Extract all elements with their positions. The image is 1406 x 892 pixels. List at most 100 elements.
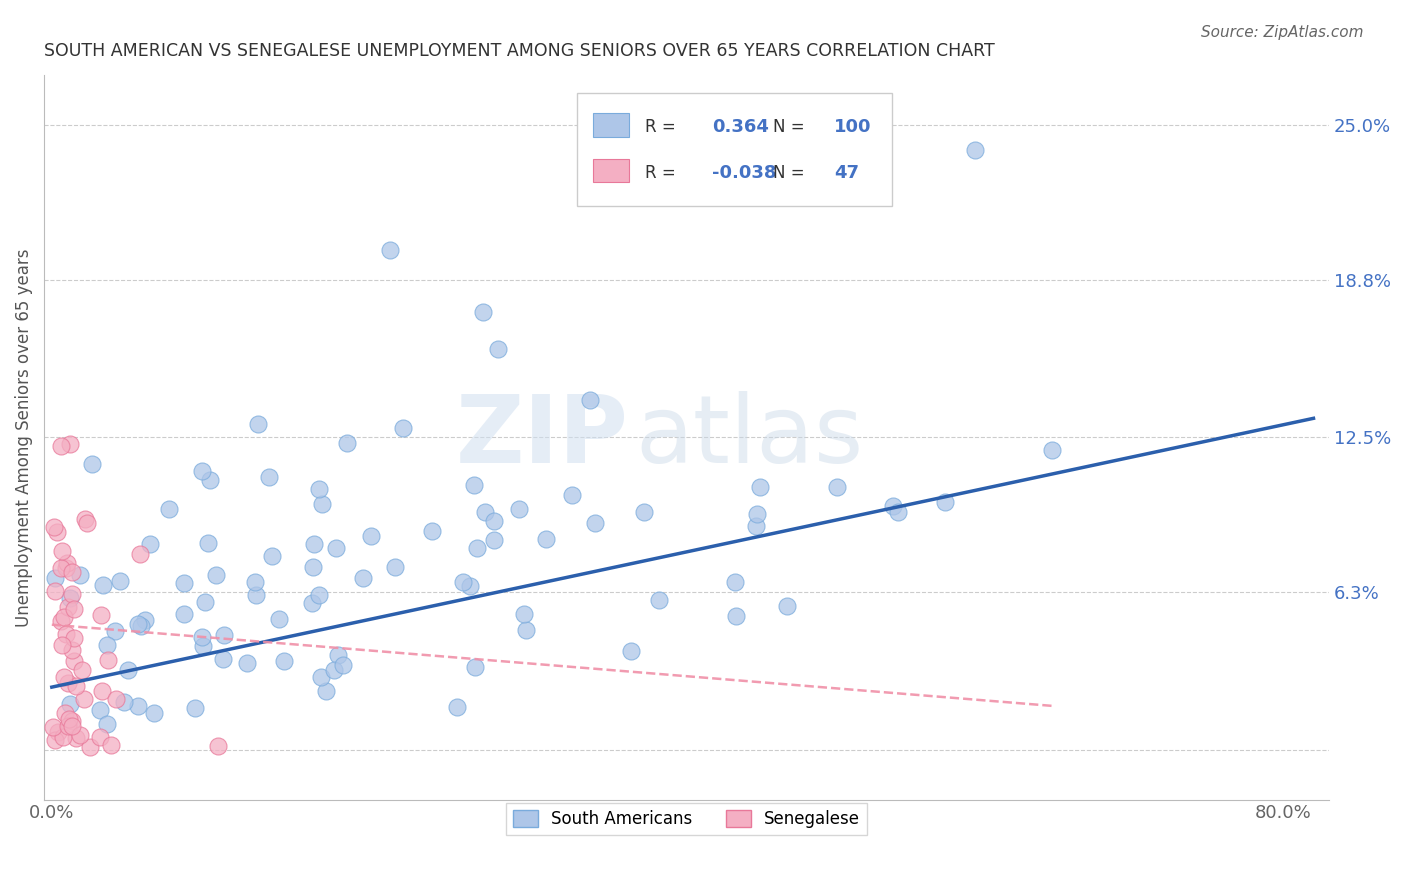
Point: [534, 533, 557, 547]
Point: [59, 697, 82, 711]
Point: [62, 565, 84, 579]
Point: [311, 497, 333, 511]
FancyBboxPatch shape: [593, 113, 628, 136]
Point: [100, 739, 122, 753]
Y-axis label: Unemployment Among Seniors over 65 years: Unemployment Among Seniors over 65 years: [15, 248, 32, 626]
Point: [302, 537, 325, 551]
Point: [474, 505, 496, 519]
Point: [648, 592, 671, 607]
Text: 100: 100: [834, 119, 872, 136]
Point: [56, 556, 79, 570]
Point: [58, 675, 80, 690]
Point: [745, 508, 768, 522]
Point: [46, 724, 69, 739]
Point: [197, 536, 219, 550]
Point: [51, 439, 73, 453]
Point: [512, 607, 534, 622]
Point: [464, 660, 486, 674]
Point: [336, 435, 359, 450]
Point: [96, 638, 118, 652]
Text: atlas: atlas: [636, 392, 863, 483]
Text: ZIP: ZIP: [456, 392, 628, 483]
Point: [104, 691, 127, 706]
Point: [63, 601, 86, 615]
Point: [80, 458, 103, 472]
Point: [51, 638, 73, 652]
Point: [42, 520, 65, 534]
Point: [212, 628, 235, 642]
Text: 0.364: 0.364: [713, 119, 769, 136]
Point: [60, 643, 83, 657]
Text: N =: N =: [772, 119, 810, 136]
Text: 47: 47: [834, 164, 859, 182]
Point: [184, 700, 207, 714]
Point: [173, 607, 195, 622]
Point: [301, 596, 323, 610]
Point: [45, 524, 67, 539]
Point: [173, 576, 195, 591]
Point: [205, 568, 228, 582]
Point: [60, 718, 83, 732]
Point: [91, 684, 114, 698]
Point: [463, 478, 485, 492]
Point: [65, 731, 87, 745]
Point: [53, 609, 76, 624]
Text: N =: N =: [772, 164, 810, 182]
Point: [302, 560, 325, 574]
Text: -0.038: -0.038: [713, 164, 776, 182]
Point: [134, 613, 156, 627]
Point: [198, 473, 221, 487]
Point: [157, 502, 180, 516]
Point: [56, 719, 79, 733]
Point: [211, 652, 233, 666]
Point: [191, 464, 214, 478]
Point: [44, 571, 66, 585]
Point: [724, 609, 747, 624]
Point: [73, 692, 96, 706]
Point: [323, 663, 346, 677]
Point: [446, 700, 468, 714]
Point: [90, 607, 112, 622]
Point: [128, 547, 150, 561]
Point: [76, 516, 98, 530]
Point: [63, 631, 86, 645]
Point: [486, 343, 509, 357]
Point: [89, 703, 111, 717]
Point: [55, 627, 77, 641]
Point: [60, 587, 83, 601]
Point: [332, 657, 354, 672]
Point: [391, 421, 413, 435]
Point: [207, 739, 229, 753]
Point: [65, 680, 87, 694]
Text: Source: ZipAtlas.com: Source: ZipAtlas.com: [1201, 25, 1364, 40]
Point: [55, 561, 77, 575]
Point: [882, 499, 904, 513]
Point: [384, 560, 406, 574]
Point: [380, 243, 402, 257]
Point: [53, 670, 76, 684]
Point: [112, 695, 135, 709]
Point: [127, 617, 149, 632]
Point: [262, 549, 284, 563]
Point: [91, 577, 114, 591]
Point: [633, 505, 655, 519]
Point: [267, 612, 290, 626]
Point: [44, 732, 66, 747]
Point: [104, 624, 127, 639]
Point: [963, 143, 986, 157]
Point: [776, 599, 799, 614]
Point: [143, 706, 166, 721]
Text: SOUTH AMERICAN VS SENEGALESE UNEMPLOYMENT AMONG SENIORS OVER 65 YEARS CORRELATIO: SOUTH AMERICAN VS SENEGALESE UNEMPLOYMEN…: [44, 42, 995, 60]
Point: [79, 739, 101, 754]
Point: [460, 579, 482, 593]
Point: [579, 392, 602, 407]
Point: [58, 712, 80, 726]
Point: [308, 482, 330, 496]
Point: [620, 644, 643, 658]
Point: [51, 544, 73, 558]
Point: [360, 528, 382, 542]
Point: [583, 516, 606, 531]
Point: [69, 728, 91, 742]
Point: [69, 567, 91, 582]
Point: [257, 470, 280, 484]
